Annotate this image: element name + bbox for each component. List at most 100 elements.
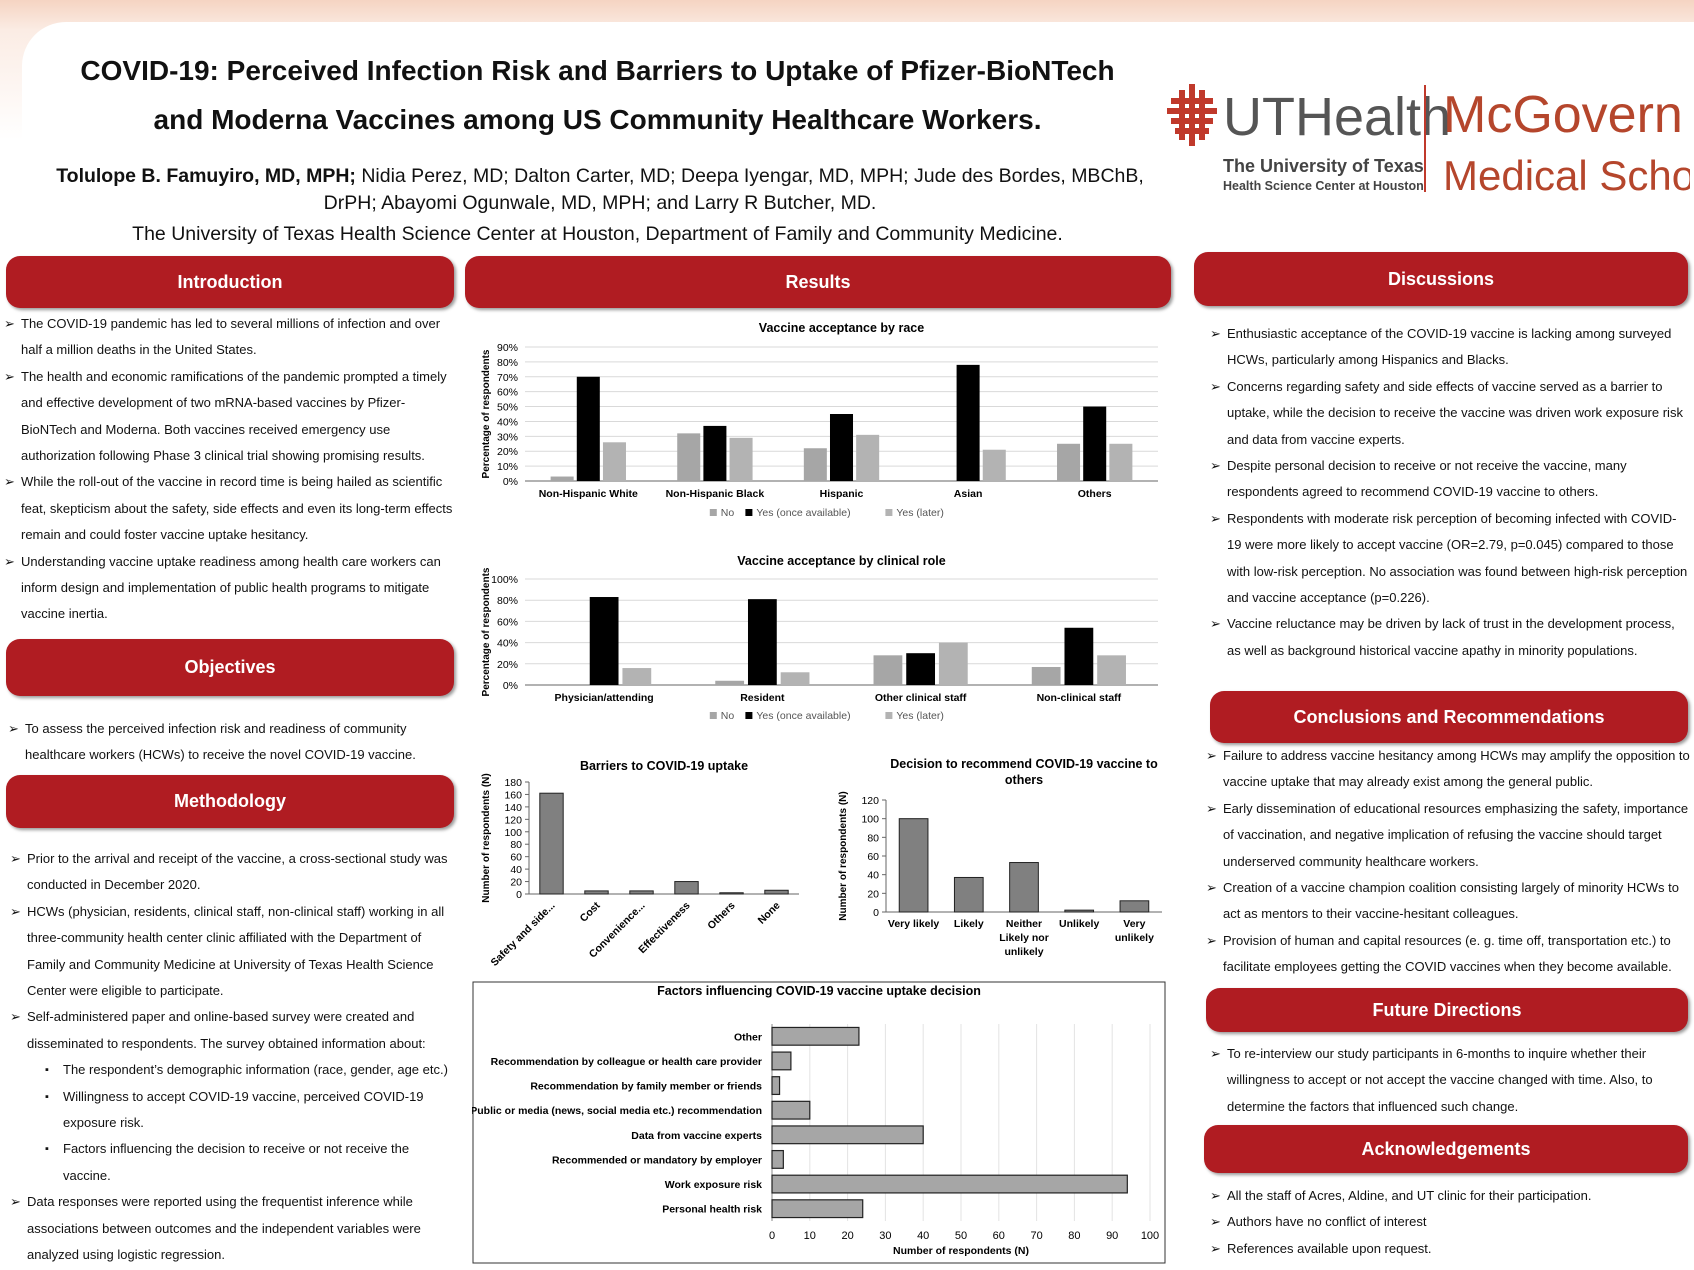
bullet-list: Enthusiastic acceptance of the COVID-19 … — [1210, 321, 1688, 664]
y-tick-label: 80 — [867, 832, 879, 844]
category-label: Neither Likely nor unlikely — [999, 918, 1049, 958]
y-tick-label: 90% — [497, 342, 518, 354]
y-tick-label: 0 — [516, 889, 522, 901]
y-tick-label: 0 — [873, 907, 879, 919]
bar — [771, 1174, 1128, 1194]
bullet: Provision of human and capital resources… — [1206, 928, 1692, 981]
category-label: Resident — [740, 692, 785, 704]
section-header: Methodology — [6, 775, 454, 828]
bar — [771, 1100, 811, 1120]
bar — [1057, 443, 1081, 481]
y-tick-label: 20 — [867, 888, 879, 900]
category-label: Recommendation by family member or frien… — [530, 1081, 762, 1093]
bar — [715, 680, 745, 685]
bullet-list: All the staff of Acres, Aldine, and UT c… — [1210, 1183, 1686, 1263]
bullet: Respondents with moderate risk perceptio… — [1210, 506, 1688, 612]
bar — [906, 653, 936, 685]
logo-mcgovern: McGovern — [1443, 86, 1683, 144]
bar — [771, 1125, 924, 1145]
chart-title: Vaccine acceptance by clinical role — [737, 554, 945, 568]
category-label: Data from vaccine experts — [631, 1130, 762, 1142]
bar — [1109, 443, 1133, 481]
category-label: Other clinical staff — [875, 692, 967, 704]
chart-race: Vaccine acceptance by race 0% 10% 20% 30% 40%… — [481, 321, 1158, 519]
logo: UTHealth The University of Texas Health … — [1167, 84, 1690, 199]
y-tick-label: 50% — [497, 402, 518, 414]
category-label: Non-clinical staff — [1037, 692, 1122, 704]
bullet: Enthusiastic acceptance of the COVID-19 … — [1210, 321, 1688, 374]
x-tick-label: 40 — [917, 1230, 929, 1242]
legend-swatch — [745, 712, 753, 719]
category-label: Recommended or mandatory by employer — [552, 1154, 762, 1166]
x-tick-label: 80 — [1068, 1230, 1080, 1242]
bar — [1064, 627, 1094, 685]
bar — [764, 889, 789, 895]
legend-swatch — [885, 712, 893, 719]
bar — [1009, 862, 1039, 913]
category-label: Safety and side... — [488, 900, 557, 969]
y-tick-label: 100% — [491, 574, 518, 586]
bar — [719, 892, 744, 895]
y-tick-label: 40% — [497, 416, 518, 428]
bar — [771, 1051, 792, 1071]
y-tick-label: 60% — [497, 387, 518, 399]
bullet-list: Failure to address vaccine hesitancy amo… — [1206, 743, 1692, 981]
bullet: Understanding vaccine uptake readiness a… — [4, 549, 456, 628]
y-axis-label: Percentage of respondents — [481, 349, 492, 478]
bullet: The health and economic ramifications of… — [4, 364, 456, 470]
introduction-text: The COVID-19 pandemic has led to several… — [4, 311, 456, 628]
bar — [898, 818, 929, 913]
bar — [1083, 406, 1107, 481]
bar — [771, 1199, 864, 1219]
bullet: To assess the perceived infection risk a… — [8, 716, 438, 769]
x-tick-label: 90 — [1106, 1230, 1118, 1242]
bar — [1064, 909, 1095, 913]
category-label: Recommendation by colleague or health ca… — [491, 1056, 762, 1068]
bullet-list: Prior to the arrival and receipt of the … — [10, 846, 455, 1269]
other-authors: Nidia Perez, MD; Dalton Carter, MD; Deep… — [323, 165, 1144, 214]
y-tick-label: 80 — [510, 839, 522, 851]
logo-center: Health Science Center at Houston — [1223, 179, 1424, 193]
x-tick-label: 60 — [993, 1230, 1005, 1242]
category-label: None — [756, 900, 783, 927]
objectives-text: To assess the perceived infection risk a… — [8, 716, 438, 769]
x-tick-label: 100 — [1141, 1230, 1159, 1242]
y-tick-label: 80% — [497, 595, 518, 607]
chart-factors: Factors influencing COVID-19 vaccine upt… — [472, 981, 1166, 1264]
legend-swatch — [885, 509, 893, 516]
category-label: Other — [734, 1031, 762, 1043]
bullet: Failure to address vaccine hesitancy amo… — [1206, 743, 1692, 796]
legend-swatch — [709, 509, 717, 516]
bar — [982, 449, 1006, 481]
legend-label: Yes (once available) — [756, 507, 850, 519]
bullet: Early dissemination of educational resou… — [1206, 796, 1692, 875]
sub-bullet: Willingness to accept COVID-19 vaccine, … — [45, 1084, 455, 1137]
bullet: Creation of a vaccine champion coalition… — [1206, 875, 1692, 928]
bar — [803, 448, 827, 481]
bullet: References available upon request. — [1210, 1236, 1686, 1263]
legend-label: Yes (later) — [896, 710, 943, 722]
poster-title: COVID-19: Perceived Infection Risk and B… — [40, 46, 1155, 144]
y-tick-label: 140 — [504, 802, 522, 814]
category-label: Cost — [578, 899, 603, 924]
section-header: Results — [465, 256, 1171, 308]
bullet: Self-administered paper and online-based… — [10, 1004, 455, 1189]
header-card — [22, 22, 1694, 250]
bar — [1031, 666, 1061, 685]
bullet: Vaccine reluctance may be driven by lack… — [1210, 611, 1688, 664]
category-label: Non-Hispanic White — [539, 488, 638, 500]
y-tick-label: 100 — [504, 827, 522, 839]
bullet: Authors have no conflict of interest — [1210, 1209, 1686, 1236]
x-tick-label: 10 — [804, 1230, 816, 1242]
authors: Tolulope B. Famuyiro, MD, MPH; Nidia Per… — [50, 163, 1150, 217]
bar — [539, 792, 564, 895]
x-tick-label: 50 — [955, 1230, 967, 1242]
y-tick-label: 120 — [861, 795, 879, 807]
chart-frame — [472, 981, 1166, 1264]
chart-title: Vaccine acceptance by race — [759, 321, 924, 335]
bullet: Concerns regarding safety and side effec… — [1210, 374, 1688, 453]
section-header: Objectives — [6, 639, 454, 696]
bar — [703, 425, 727, 481]
bullet: To re-interview our study participants i… — [1210, 1041, 1686, 1120]
